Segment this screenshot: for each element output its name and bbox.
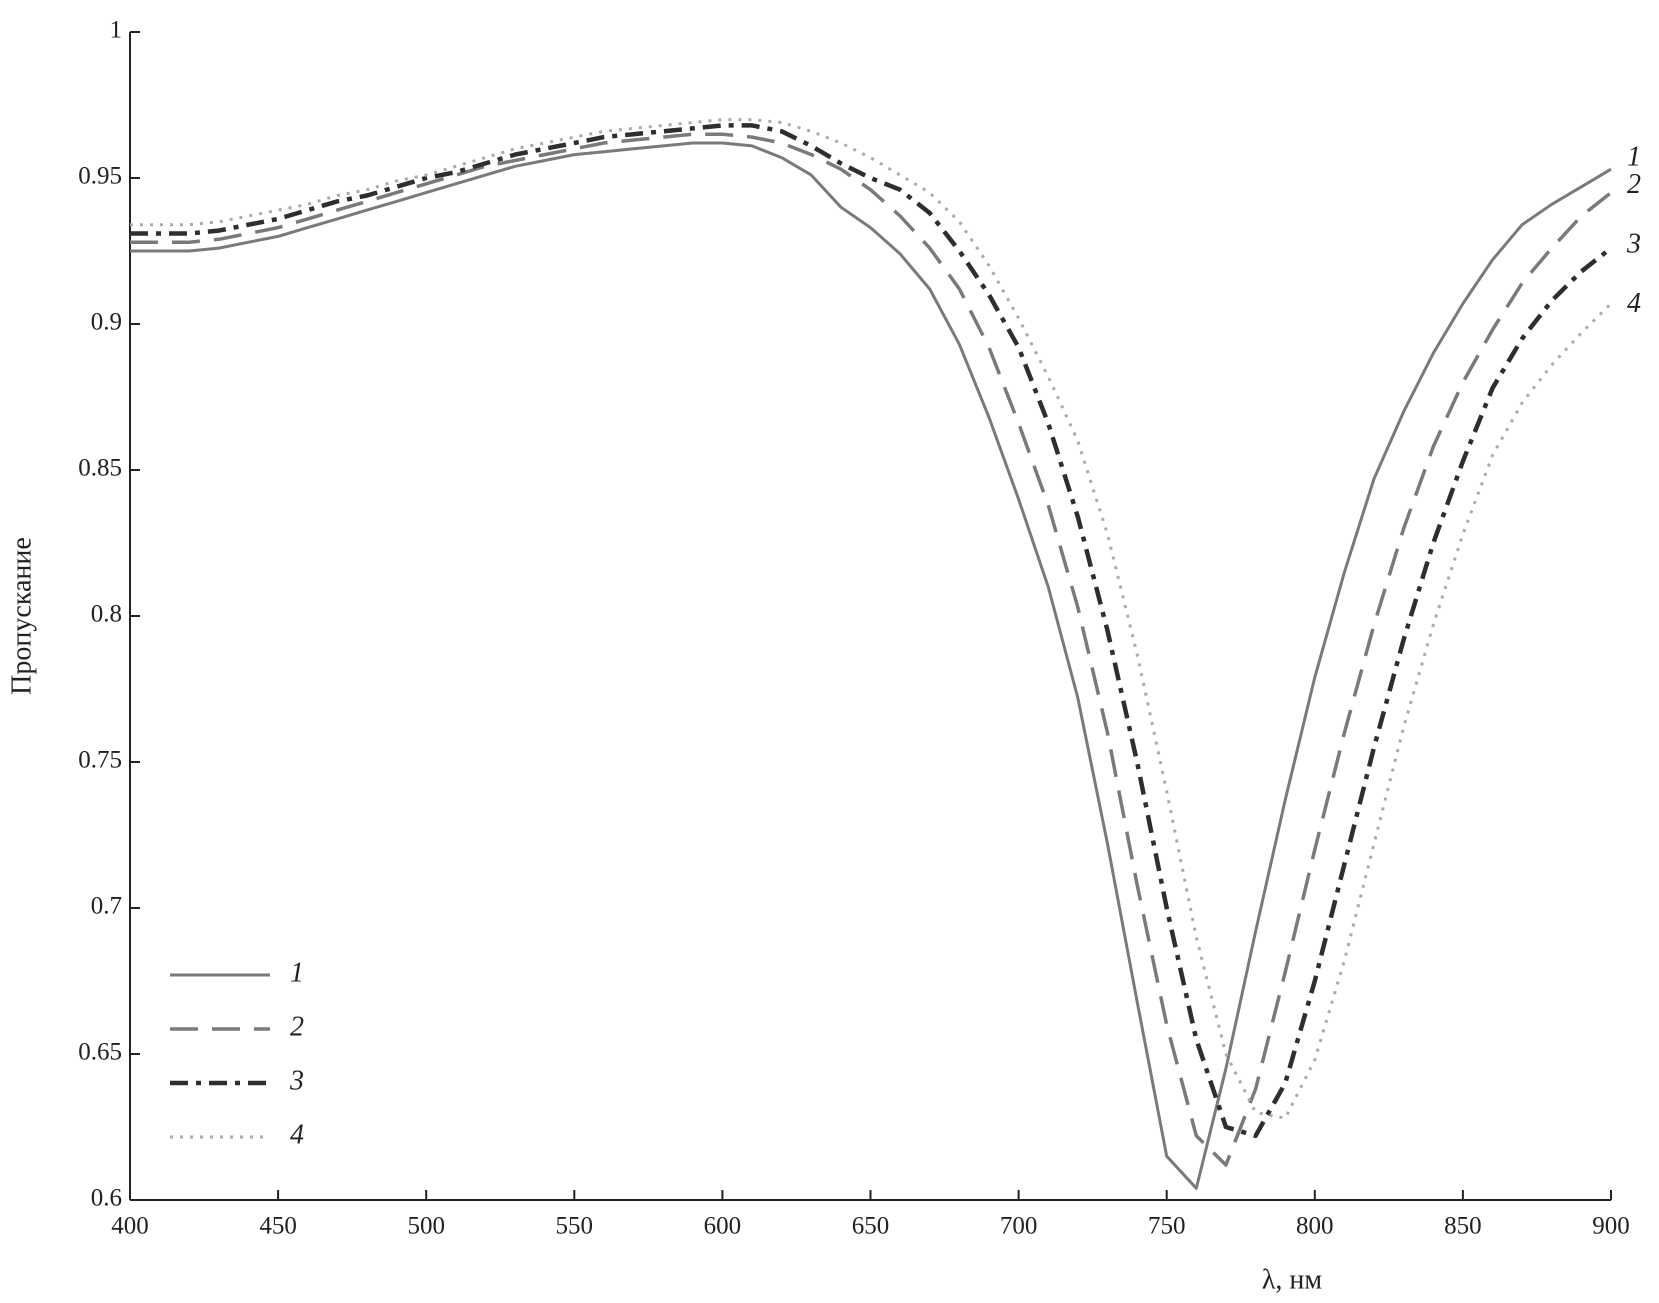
x-tick-label: 900: [1592, 1213, 1630, 1240]
y-tick-label: 1: [110, 17, 123, 44]
x-tick-label: 750: [1148, 1213, 1186, 1240]
end-label: 1: [1627, 142, 1641, 173]
y-tick-label: 0.7: [91, 893, 122, 920]
series-line: [130, 141, 1612, 1190]
x-tick-label: 500: [407, 1213, 445, 1240]
x-tick-label: 550: [556, 1213, 594, 1240]
y-tick-label: 0.6: [91, 1185, 122, 1212]
series-line: [130, 132, 1613, 1167]
x-axis-title: λ, нм: [1262, 1264, 1323, 1295]
y-axis-title: Пропускание: [6, 537, 37, 695]
y-tick-label: 0.8: [91, 601, 122, 628]
x-tick-label: 400: [111, 1213, 149, 1240]
y-tick-label: 0.85: [78, 455, 122, 482]
legend-label: 3: [289, 1065, 304, 1096]
end-label: 2: [1627, 169, 1641, 200]
y-tick-label: 0.75: [78, 747, 122, 774]
x-tick-label: 800: [1296, 1213, 1334, 1240]
x-tick-label: 450: [259, 1213, 297, 1240]
y-tick-label: 0.65: [78, 1039, 122, 1066]
end-label: 3: [1626, 229, 1641, 260]
y-tick-label: 0.9: [91, 309, 122, 336]
x-tick-label: 700: [1000, 1213, 1038, 1240]
x-tick-label: 850: [1444, 1213, 1482, 1240]
legend-label: 4: [290, 1119, 304, 1150]
series-line: [130, 118, 1613, 1120]
y-tick-label: 0.95: [78, 163, 122, 190]
legend-label: 2: [290, 1011, 304, 1042]
series-line: [130, 123, 1613, 1139]
x-tick-label: 600: [704, 1213, 742, 1240]
x-tick-label: 650: [852, 1213, 890, 1240]
legend-label: 1: [290, 957, 304, 988]
end-label: 4: [1627, 288, 1641, 319]
